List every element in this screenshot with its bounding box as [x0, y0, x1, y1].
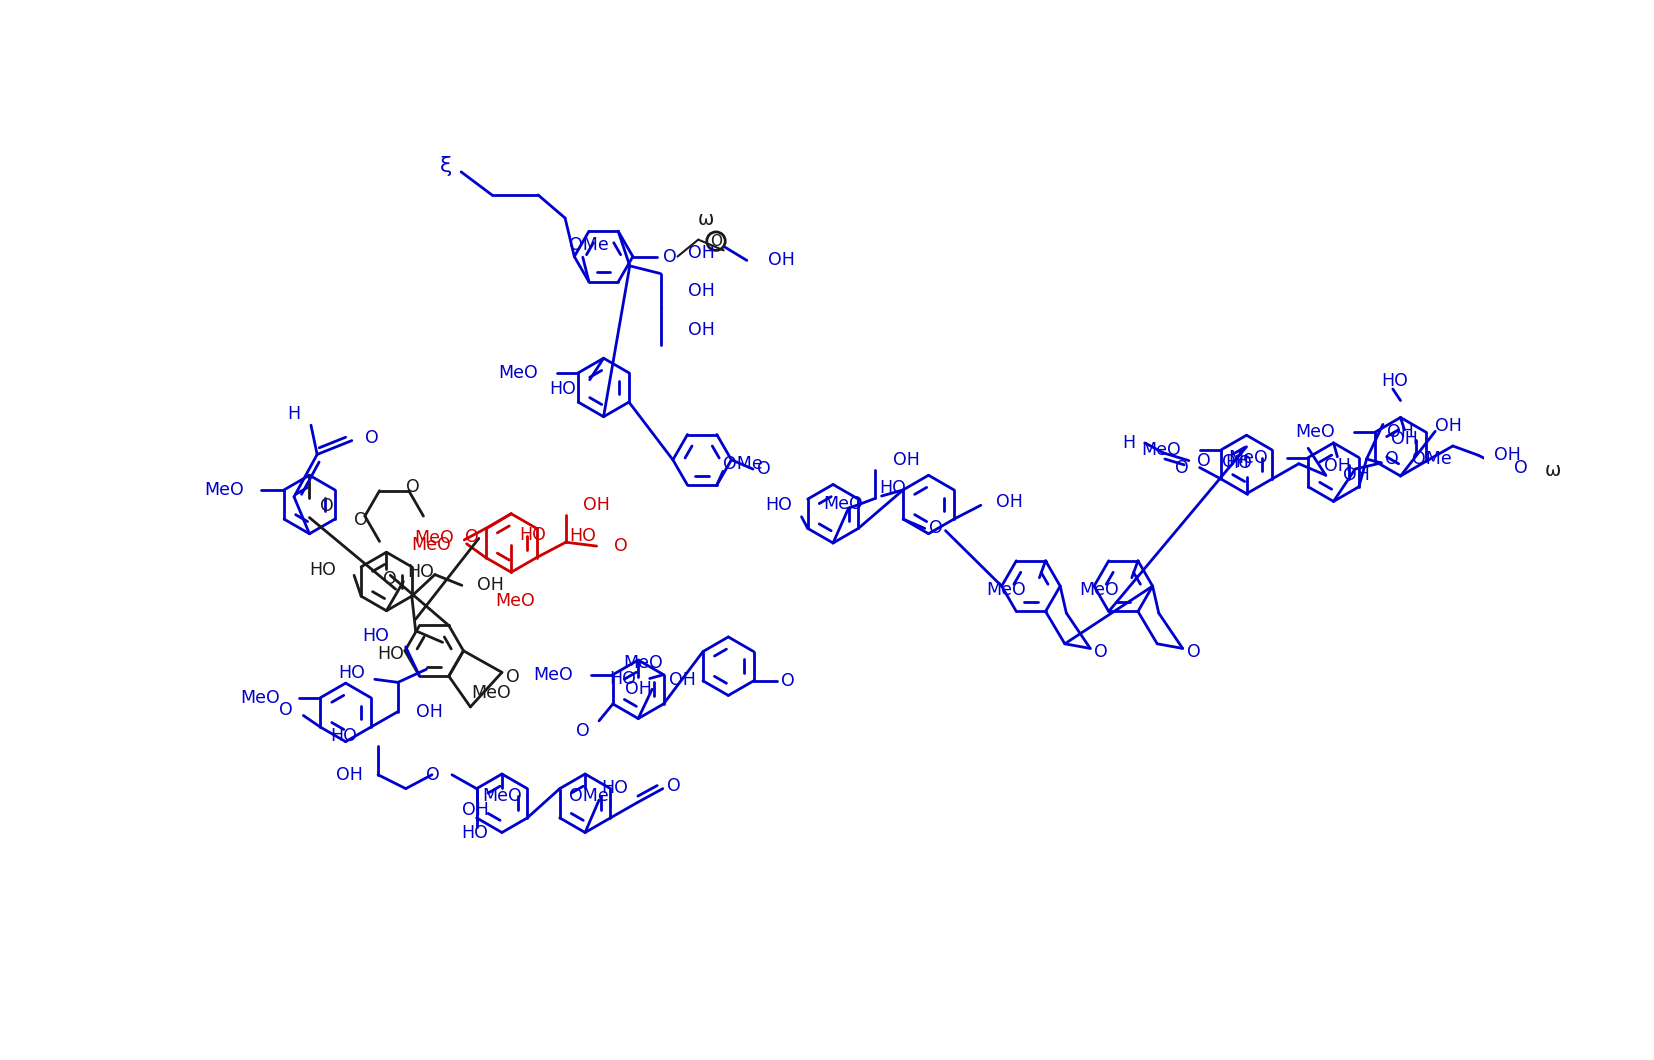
Text: O: O [465, 528, 480, 546]
Text: O: O [576, 722, 590, 740]
Text: MeO: MeO [1295, 423, 1335, 441]
Text: ω: ω [698, 210, 715, 229]
Text: MeO: MeO [624, 654, 663, 672]
Text: OH: OH [668, 671, 696, 689]
Text: OMe: OMe [723, 455, 762, 473]
Text: OH: OH [1323, 457, 1351, 475]
Text: O: O [1197, 452, 1211, 470]
Text: O: O [354, 511, 367, 529]
Text: HO: HO [461, 825, 488, 843]
Text: H: H [288, 405, 301, 423]
Text: MeO: MeO [1229, 448, 1269, 466]
Text: HO: HO [609, 670, 635, 688]
Text: O: O [1515, 459, 1528, 477]
Text: OMe: OMe [569, 787, 609, 805]
Text: MeO: MeO [240, 689, 280, 707]
Text: OMe: OMe [569, 236, 609, 254]
Text: O: O [663, 248, 676, 266]
Text: HO: HO [1381, 372, 1408, 390]
Text: OH: OH [415, 703, 443, 721]
Text: OH: OH [478, 577, 504, 595]
Text: O: O [506, 668, 519, 686]
Text: OH: OH [461, 801, 488, 819]
Text: OH: OH [1222, 454, 1249, 471]
Text: HO: HO [600, 779, 629, 797]
Text: O: O [321, 497, 334, 515]
Text: O: O [667, 777, 680, 795]
Text: O: O [366, 428, 379, 446]
Text: OH: OH [767, 251, 794, 269]
Text: OH: OH [996, 493, 1024, 511]
Text: O: O [425, 765, 440, 783]
Text: OH: OH [582, 496, 610, 514]
Text: O: O [614, 537, 627, 555]
Text: HO: HO [549, 379, 576, 398]
Text: MeO: MeO [1078, 581, 1118, 599]
Text: OH: OH [688, 244, 715, 262]
Text: O: O [781, 672, 796, 690]
Text: HO: HO [407, 563, 435, 581]
Text: HO: HO [519, 527, 546, 544]
Text: HO: HO [1226, 454, 1252, 472]
Text: OH: OH [893, 450, 920, 469]
Text: O: O [1186, 643, 1201, 661]
Text: MeO: MeO [498, 364, 538, 382]
Text: OH: OH [625, 681, 652, 699]
Text: HO: HO [337, 665, 366, 683]
Text: HO: HO [377, 644, 404, 662]
Text: HO: HO [362, 628, 389, 646]
Text: O: O [1384, 450, 1399, 469]
Text: OH: OH [1388, 423, 1414, 441]
Text: OH: OH [336, 765, 362, 783]
Text: OH: OH [1494, 446, 1520, 464]
Text: MeO: MeO [414, 529, 453, 547]
Text: O: O [384, 570, 397, 588]
Text: MeO: MeO [471, 684, 511, 702]
Text: MeO: MeO [495, 591, 534, 609]
Text: OH: OH [688, 321, 715, 339]
Text: HO: HO [766, 496, 792, 514]
Text: MeO: MeO [412, 536, 452, 554]
Text: MeO: MeO [986, 581, 1027, 599]
Text: O: O [1095, 643, 1108, 661]
Text: MeO: MeO [824, 495, 863, 513]
Text: H: H [1121, 434, 1135, 452]
Text: OH: OH [1343, 466, 1370, 484]
Text: ω: ω [1545, 461, 1561, 480]
Text: HO: HO [880, 478, 906, 496]
Text: MeO: MeO [533, 666, 572, 684]
Text: ξ: ξ [440, 156, 452, 176]
Text: MeO: MeO [481, 787, 521, 805]
Text: HO: HO [569, 527, 595, 545]
Text: OH: OH [688, 282, 715, 300]
Text: O: O [758, 460, 771, 478]
Text: O: O [928, 519, 943, 537]
Text: O: O [1174, 459, 1189, 477]
Text: O: O [405, 478, 420, 496]
Text: HO: HO [331, 727, 357, 745]
Text: OH: OH [1436, 417, 1462, 435]
Text: O: O [710, 233, 723, 249]
Text: OMe: OMe [1413, 450, 1452, 469]
Text: OH: OH [1391, 430, 1417, 448]
Text: O: O [280, 701, 293, 719]
Text: MeO: MeO [1141, 441, 1181, 459]
Text: HO: HO [309, 561, 336, 579]
Text: MeO: MeO [205, 481, 245, 499]
